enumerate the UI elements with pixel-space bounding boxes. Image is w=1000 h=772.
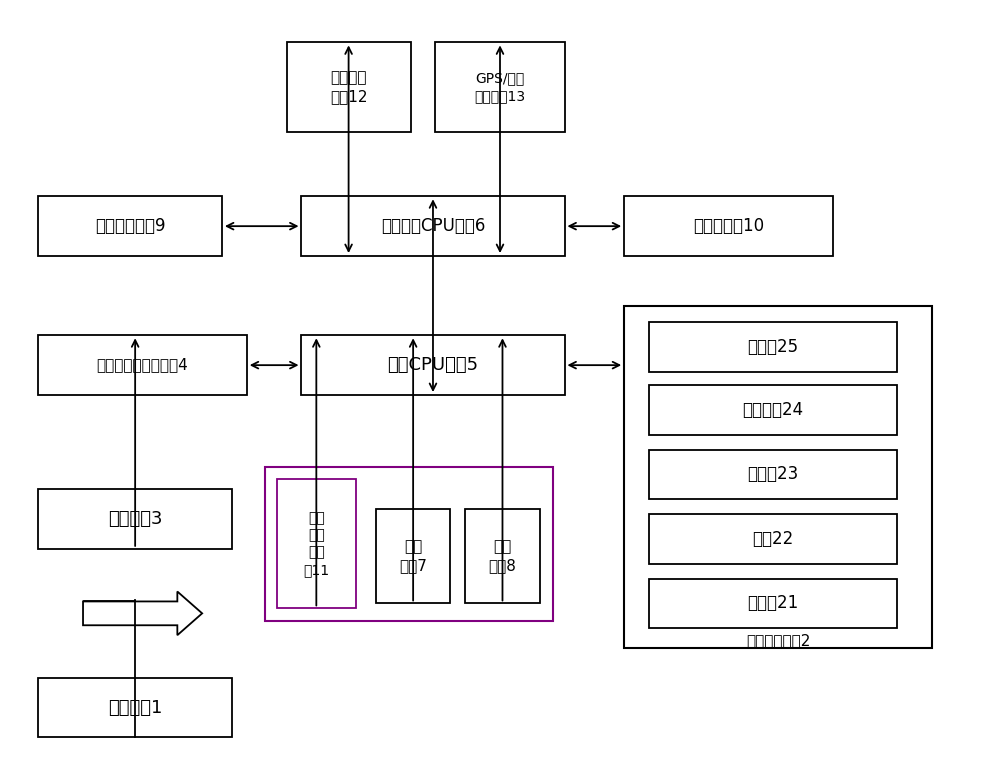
Bar: [649, 514, 897, 564]
Text: 温湿
度采
集模
块11: 温湿 度采 集模 块11: [303, 511, 329, 577]
Text: 蜂鸣器25: 蜂鸣器25: [747, 338, 799, 357]
Text: 规约转换模块9: 规约转换模块9: [95, 217, 165, 235]
Bar: [435, 42, 565, 132]
Text: 人机交互模块2: 人机交互模块2: [746, 633, 810, 648]
Text: 交换机模块10: 交换机模块10: [693, 217, 764, 235]
Text: 指示灯23: 指示灯23: [747, 466, 799, 483]
Bar: [38, 196, 222, 256]
Bar: [624, 196, 833, 256]
Bar: [38, 489, 232, 549]
Text: 开出
模块8: 开出 模块8: [489, 540, 516, 573]
Bar: [38, 678, 232, 737]
Bar: [376, 509, 450, 604]
Bar: [277, 479, 356, 608]
Bar: [301, 196, 565, 256]
Text: 交流模块3: 交流模块3: [108, 510, 162, 528]
Text: 开入
模块7: 开入 模块7: [399, 540, 427, 573]
Bar: [649, 449, 897, 499]
Text: 键盘22: 键盘22: [752, 530, 794, 548]
Text: 摄像装置24: 摄像装置24: [742, 401, 804, 419]
Bar: [287, 42, 411, 132]
Text: 通信管理CPU芯片6: 通信管理CPU芯片6: [381, 217, 485, 235]
Bar: [465, 509, 540, 604]
Polygon shape: [83, 591, 202, 635]
Text: 测控CPU芯片5: 测控CPU芯片5: [387, 356, 479, 374]
Bar: [265, 467, 553, 621]
Bar: [649, 385, 897, 435]
Bar: [301, 335, 565, 395]
Bar: [649, 578, 897, 628]
Bar: [649, 323, 897, 372]
Text: 无线采集
模块12: 无线采集 模块12: [330, 70, 367, 104]
Bar: [624, 306, 932, 648]
Text: 供电电源1: 供电电源1: [108, 699, 162, 716]
Text: 直流输入及采样模块4: 直流输入及采样模块4: [97, 357, 188, 373]
Bar: [38, 335, 247, 395]
Text: 显示器21: 显示器21: [747, 594, 799, 612]
Text: GPS/北斗
对时模块13: GPS/北斗 对时模块13: [474, 72, 526, 103]
